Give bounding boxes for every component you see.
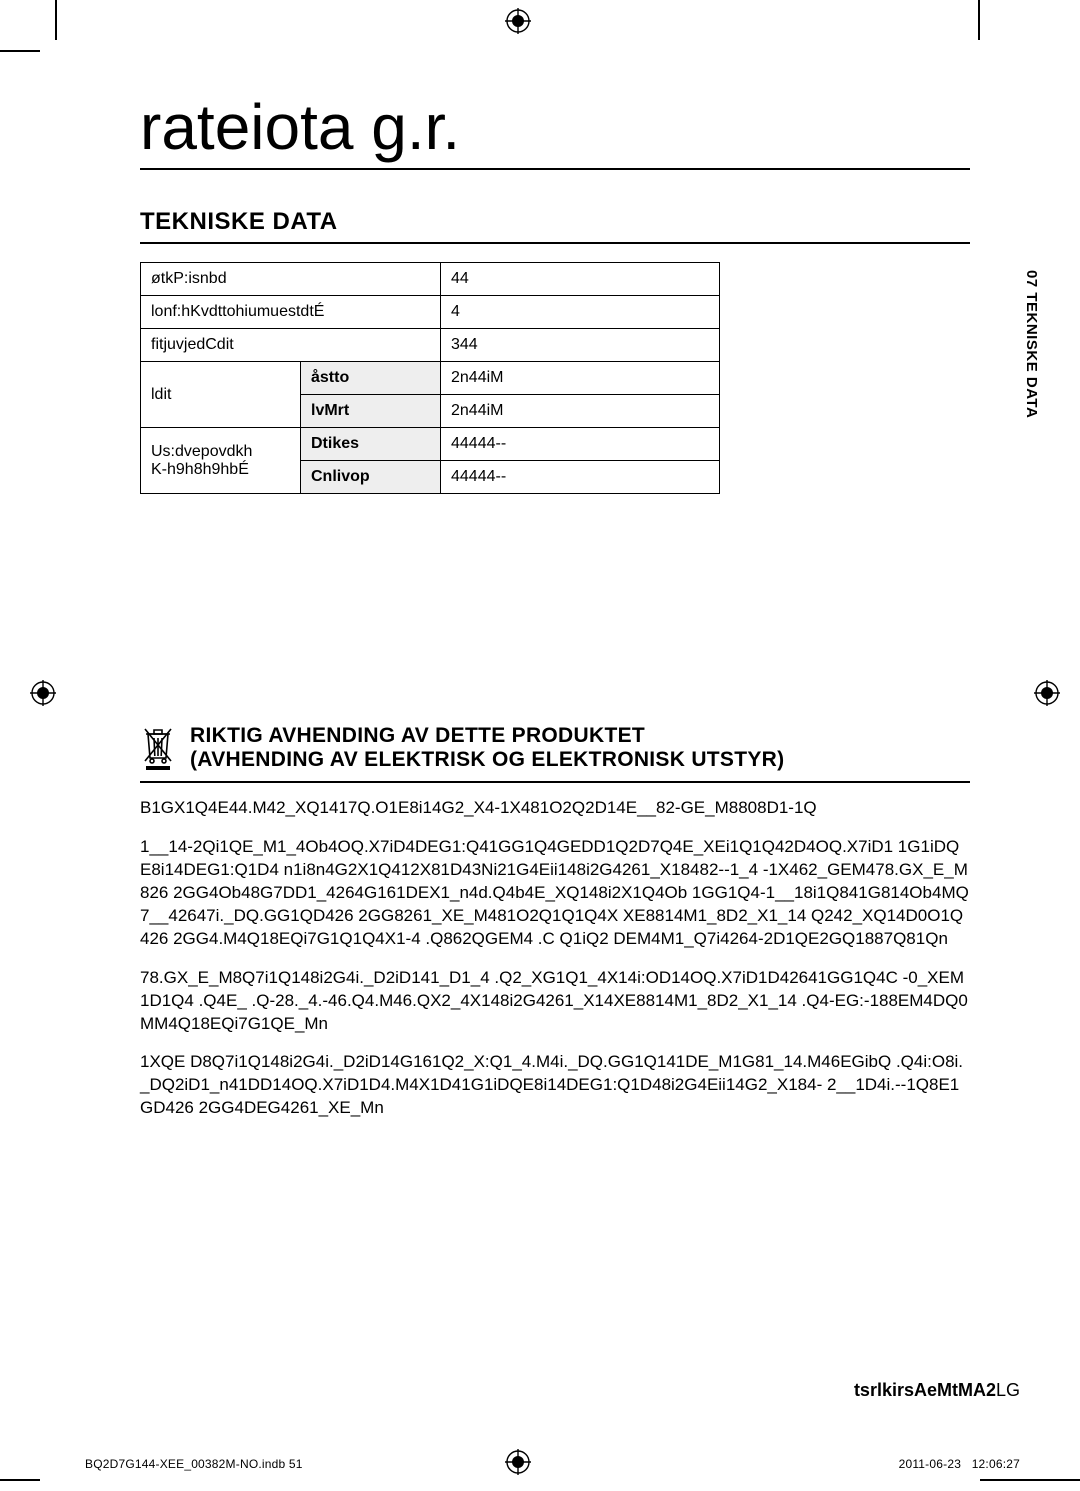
cell-sublabel: åstto [301, 362, 441, 395]
cell-value: 4 [441, 296, 720, 329]
registration-mark-icon [1034, 680, 1060, 706]
disposal-paragraph: 1__14-2Qi1QE_M1_4Ob4OQ.X7iD4DEG1:Q41GG1Q… [140, 836, 970, 951]
cell-value: 2n44iM [441, 362, 720, 395]
registration-mark-icon [505, 8, 531, 34]
cell-label: fitjuvjedCdit [141, 329, 441, 362]
cell-value: 2n44iM [441, 395, 720, 428]
cell-label: Us:dvepovdkh K-h9h8h9hbÉ [141, 428, 301, 494]
cell-sublabel: lvMrt [301, 395, 441, 428]
crop-mark [980, 1479, 1080, 1481]
registration-mark-icon [30, 680, 56, 706]
tech-data-table: øtkP:isnbd 44 lonf:hKvdttohiumuestdtÉ 4 … [140, 262, 720, 494]
disposal-paragraph: 78.GX_E_M8Q7i1Q148i2G4i._D2iD141_D1_4 .Q… [140, 967, 970, 1036]
page-title: rateiota g.r. [140, 90, 970, 170]
table-row: Us:dvepovdkh K-h9h8h9hbÉ Dtikes 44444-- [141, 428, 720, 461]
section-heading: TEKNISKE DATA [140, 208, 970, 244]
table-row: ldit åstto 2n44iM [141, 362, 720, 395]
table-row: fitjuvjedCdit 344 [141, 329, 720, 362]
footer-model-text: tsrlkirsAeMtMA2 [854, 1380, 996, 1400]
cell-label: øtkP:isnbd [141, 263, 441, 296]
cell-sublabel: Dtikes [301, 428, 441, 461]
disposal-title: RIKTIG AVHENDING AV DETTE PRODUKTET [190, 724, 784, 748]
cell-value: 44444-- [441, 428, 720, 461]
disposal-paragraph: B1GX1Q4E44.M42_XQ1417Q.O1E8i14G2_X4-1X48… [140, 797, 970, 820]
cell-label: ldit [141, 362, 301, 428]
print-footer: BQ2D7G144-XEE_00382M-NO.indb 51 2011-06-… [85, 1457, 1020, 1471]
print-footer-right: 2011-06-23 12:06:27 [899, 1457, 1020, 1471]
crop-mark [55, 0, 57, 40]
crop-mark [978, 0, 980, 40]
disposal-subtitle: (AVHENDING AV ELEKTRISK OG ELEKTRONISK U… [190, 748, 784, 772]
disposal-paragraph: 1XQE D8Q7i1Q148i2G4i._D2iD14G161Q2_X:Q1_… [140, 1051, 970, 1120]
cell-value: 344 [441, 329, 720, 362]
weee-bin-icon [140, 726, 176, 775]
cell-label: lonf:hKvdttohiumuestdtÉ [141, 296, 441, 329]
footer-model: tsrlkirsAeMtMA2LG [854, 1380, 1020, 1401]
footer-model-suffix: LG [996, 1380, 1020, 1400]
table-row: øtkP:isnbd 44 [141, 263, 720, 296]
side-tab-label: 07 TEKNISKE DATA [1023, 270, 1040, 418]
cell-value: 44444-- [441, 461, 720, 494]
print-footer-left: BQ2D7G144-XEE_00382M-NO.indb 51 [85, 1457, 303, 1471]
crop-mark [0, 50, 40, 52]
cell-sublabel: Cnlivop [301, 461, 441, 494]
table-row: lonf:hKvdttohiumuestdtÉ 4 [141, 296, 720, 329]
crop-mark [0, 1479, 40, 1481]
cell-value: 44 [441, 263, 720, 296]
